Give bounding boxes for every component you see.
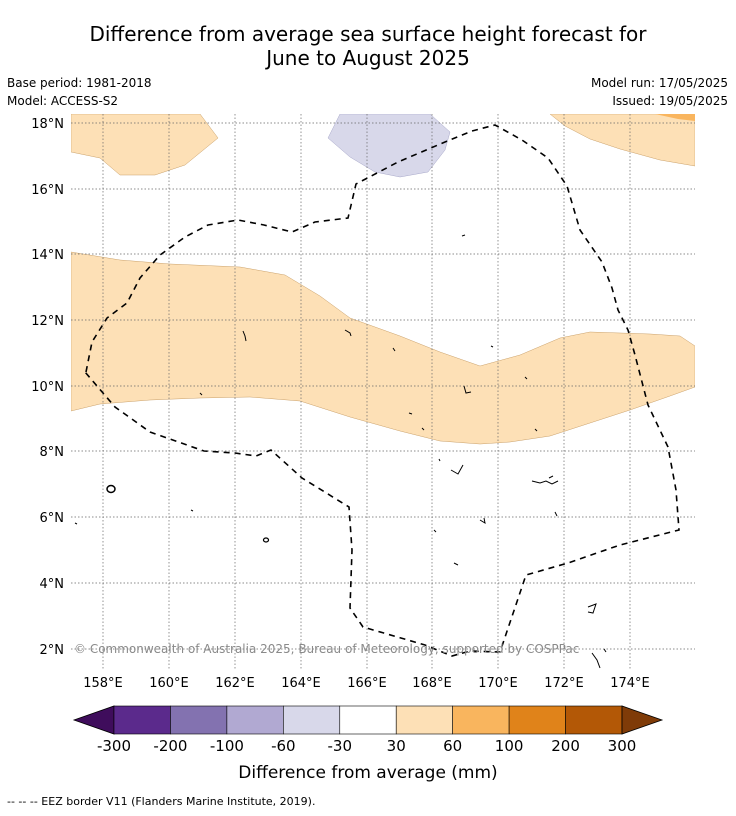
anomaly-band-positive-main <box>71 251 695 445</box>
island-rongelap <box>344 329 352 337</box>
island-bikini <box>199 392 203 396</box>
island-lae <box>408 412 413 415</box>
map-area <box>71 114 695 670</box>
colorbar-segment <box>508 705 566 735</box>
lat-label: 4°N <box>40 577 65 592</box>
colorbar-tick-label: 60 <box>443 737 462 755</box>
issued-date: Issued: 19/05/2025 <box>612 94 728 108</box>
model-run: Model run: 17/05/2025 <box>590 76 728 90</box>
colorbar-tick-label: -100 <box>210 737 244 755</box>
graticule <box>71 114 695 670</box>
island-aur <box>534 428 538 432</box>
colorbar-segment <box>113 705 171 735</box>
island-southern-atoll <box>591 652 601 669</box>
lon-label: 168°E <box>412 676 452 691</box>
colorbar-tick-label: 200 <box>551 737 580 755</box>
island-kili <box>433 529 437 533</box>
island-kwajalein <box>463 385 472 394</box>
island-kosrae <box>262 537 270 543</box>
title-line-2: June to August 2025 <box>266 46 470 70</box>
lon-label: 160°E <box>149 676 189 691</box>
colorbar-tick-label: 300 <box>608 737 637 755</box>
island-majuro <box>531 480 559 485</box>
lon-label: 166°E <box>347 676 387 691</box>
anomaly-patch-60-100-northeast <box>655 114 695 121</box>
colorbar-tick-label: -30 <box>328 737 353 755</box>
colorbar-segment <box>170 705 228 735</box>
island-mili <box>587 603 597 614</box>
lat-label: 10°N <box>31 380 64 395</box>
island-jaluit <box>554 511 558 517</box>
colorbar-segment <box>339 705 397 735</box>
island-ailinglaplap <box>450 464 464 475</box>
colorbar: -300 -200 -100 -60 -30 30 60 100 200 300 <box>72 705 664 755</box>
model-name: Model: ACCESS-S2 <box>7 94 119 108</box>
island-ujae <box>392 347 396 352</box>
lon-label: 174°E <box>610 676 650 691</box>
longitude-labels: 158°E 160°E 162°E 164°E 166°E 168°E 170°E 172°E… <box>83 676 650 691</box>
eez-footnote: -- -- -- EEZ border V11 (Flanders Marine… <box>7 795 316 808</box>
base-period: Base period: 1981-2018 <box>7 76 152 90</box>
lon-label: 170°E <box>478 676 518 691</box>
colorbar-segment <box>283 705 341 735</box>
island-mokil <box>190 509 194 512</box>
anomaly-patch-positive-northwest <box>71 114 219 176</box>
map-title: Difference from average sea surface heig… <box>0 22 736 70</box>
colorbar-segment <box>395 705 453 735</box>
colorbar-segment <box>452 705 510 735</box>
lon-label: 164°E <box>281 676 321 691</box>
lat-label: 14°N <box>31 248 64 263</box>
island-lib <box>421 427 425 431</box>
colorbar-tick-label: 100 <box>495 737 524 755</box>
copyright-notice: © Commonwealth of Australia 2025, Bureau… <box>74 642 579 656</box>
colorbar-tick-label: -60 <box>271 737 296 755</box>
island-nadikdik <box>603 648 607 653</box>
lon-label: 172°E <box>544 676 584 691</box>
island-pingelap <box>74 522 78 525</box>
colorbar-label: Difference from average (mm) <box>238 763 497 783</box>
island-ebon <box>453 562 459 566</box>
anomaly-patch-positive-northeast <box>549 114 695 167</box>
island-namu <box>479 517 486 525</box>
lat-label: 16°N <box>31 183 64 198</box>
island-pohnpei <box>106 484 116 494</box>
meta-right: Model run: 17/05/2025 Issued: 19/05/2025 <box>591 74 728 110</box>
colorbar-segment <box>565 705 623 735</box>
title-line-1: Difference from average sea surface heig… <box>89 22 647 46</box>
island-ujelang <box>242 330 247 342</box>
lat-label: 6°N <box>40 511 65 526</box>
colorbar-extend-low <box>72 705 115 735</box>
lon-label: 162°E <box>215 676 255 691</box>
lat-label: 8°N <box>40 445 65 460</box>
latitude-labels: 18°N 16°N 14°N 12°N 10°N 8°N 6°N 4°N 2°N <box>31 117 64 658</box>
lon-label: 158°E <box>83 676 123 691</box>
colorbar-extend-high <box>621 705 664 735</box>
islands <box>74 234 607 669</box>
colorbar-segment <box>226 705 284 735</box>
island-namdrik <box>438 458 441 462</box>
island-enewetak <box>461 234 466 237</box>
colorbar-tick-label: -200 <box>153 737 187 755</box>
meta-left: Base period: 1981-2018 Model: ACCESS-S2 <box>7 74 152 110</box>
island-arno <box>548 475 554 479</box>
colorbar-tick-label: 30 <box>387 737 406 755</box>
lat-label: 18°N <box>31 117 64 132</box>
island-utirik <box>490 345 494 348</box>
colorbar-tick-label: -300 <box>97 737 131 755</box>
lat-label: 12°N <box>31 314 64 329</box>
island-wotje <box>524 376 528 380</box>
lat-label: 2°N <box>40 643 65 658</box>
eez-border <box>84 124 680 657</box>
